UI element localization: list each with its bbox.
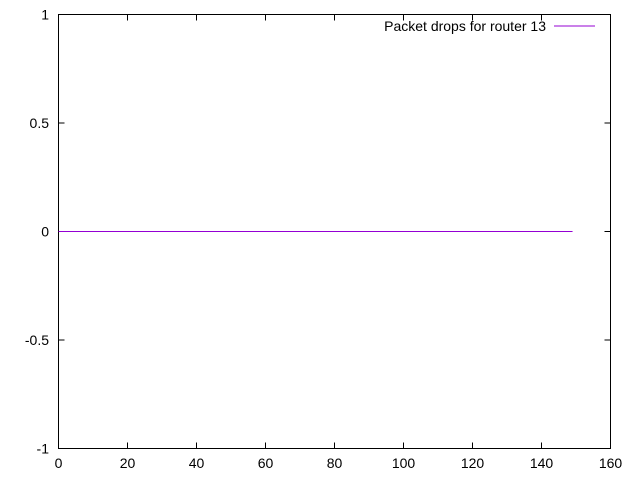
legend-label: Packet drops for router 13 [384,18,546,34]
x-tick-label: 80 [327,455,343,471]
y-tick-label: -1 [37,441,50,457]
y-tick-label: 1 [41,7,49,23]
x-tick-label: 20 [120,455,136,471]
x-tick-label: 60 [258,455,274,471]
x-tick-label: 100 [392,455,416,471]
x-tick-label: 120 [461,455,485,471]
y-tick-label: 0.5 [30,115,50,131]
legend: Packet drops for router 13 [384,18,595,34]
ticks-layer: 0 20 40 60 80 100 120 140 160 -1 -0.5 0 0.5 1 [25,7,623,472]
x-tick-label: 160 [599,455,623,471]
y-tick-label: 0 [41,224,49,240]
x-tick-label: 0 [55,455,63,471]
x-tick-label: 140 [530,455,554,471]
y-tick-label: -0.5 [25,332,49,348]
x-tick-label: 40 [189,455,205,471]
